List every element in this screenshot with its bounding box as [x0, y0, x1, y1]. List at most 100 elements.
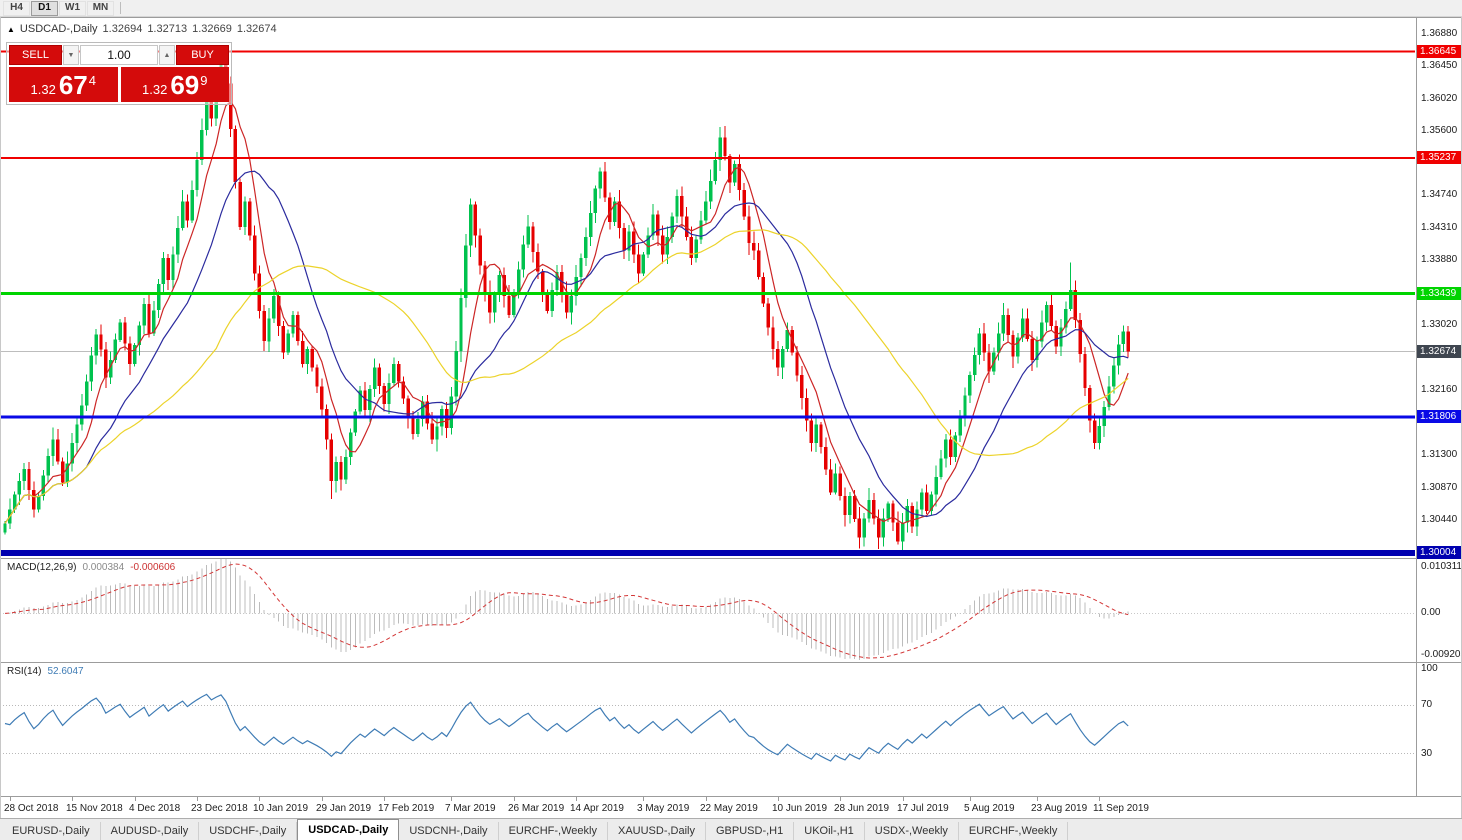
price-tick-label: 1.33880: [1421, 254, 1458, 266]
macd-signal-value: -0.000606: [130, 562, 176, 573]
date-tick: [135, 797, 136, 801]
bar-open-value: 1.32694: [102, 23, 143, 35]
price-tick-label: 1.34310: [1421, 221, 1458, 233]
date-label: 17 Feb 2019: [378, 803, 435, 814]
volume-input[interactable]: [80, 45, 158, 65]
price-axis[interactable]: 1.36880 1.36450 1.36020 1.35600 1.34740 1.343…: [1416, 18, 1462, 560]
price-level-badge: 1.31806: [1417, 410, 1462, 424]
date-tick: [259, 797, 260, 801]
date-label: 4 Dec 2018: [129, 803, 181, 814]
date-label: 7 Mar 2019: [445, 803, 496, 814]
price-tick-label: 1.36020: [1421, 92, 1458, 104]
collapse-pane-icon[interactable]: ▲: [7, 24, 15, 34]
timeframe-w1-button[interactable]: W1: [59, 0, 86, 16]
price-level-badge: 1.30004: [1417, 546, 1462, 560]
bar-close-value: 1.32674: [236, 23, 277, 35]
date-label: 28 Oct 2018: [4, 803, 59, 814]
tab-ukoil-h1[interactable]: UKOil-,H1: [794, 822, 865, 840]
sell-price-point: 4: [88, 73, 96, 88]
price-tick-label: 1.31300: [1421, 449, 1458, 461]
date-label: 26 Mar 2019: [508, 803, 565, 814]
chart-title: ▲ USDCAD-,Daily 1.32694 1.32713 1.32669 …: [7, 23, 277, 35]
price-tick-label: 1.32160: [1421, 384, 1458, 396]
rsi-pane[interactable]: RSI(14) 52.6047 100 70 30: [0, 662, 1462, 796]
sell-button[interactable]: SELL: [9, 45, 62, 65]
bar-low-value: 1.32669: [192, 23, 232, 35]
rsi-indicator-label: RSI(14) 52.6047: [7, 666, 84, 677]
date-tick: [576, 797, 577, 801]
macd-axis-max: 0.010311: [1421, 561, 1462, 572]
buy-price-pips: 69: [170, 70, 200, 100]
macd-axis-zero: 0.00: [1421, 607, 1441, 619]
macd-main-value: 0.000384: [82, 562, 125, 573]
date-label: 17 Jul 2019: [897, 803, 949, 814]
tab-eurchf-weekly[interactable]: EURCHF-,Weekly: [959, 822, 1069, 840]
price-tick-label: 1.33020: [1421, 319, 1458, 331]
date-tick: [72, 797, 73, 801]
rsi-axis-label: 100: [1421, 663, 1438, 674]
macd-plot: [0, 559, 1415, 660]
date-label: 28 Jun 2019: [834, 803, 890, 814]
tab-usdchf-daily[interactable]: USDCHF-,Daily: [199, 822, 298, 840]
tab-usdcad-daily[interactable]: USDCAD-,Daily: [297, 819, 400, 840]
date-tick: [451, 797, 452, 801]
macd-axis-min: -0.009203: [1421, 649, 1462, 660]
volume-up-button[interactable]: ▲: [159, 45, 175, 65]
date-label: 11 Sep 2019: [1093, 803, 1149, 814]
buy-price-point: 9: [200, 73, 208, 88]
buy-button[interactable]: BUY: [176, 45, 229, 65]
date-label: 22 May 2019: [700, 803, 758, 814]
sell-price-display[interactable]: 1.32 67 4: [9, 67, 118, 102]
buy-price-figure: 1.32: [142, 82, 168, 97]
date-label: 23 Aug 2019: [1031, 803, 1088, 814]
date-axis[interactable]: 28 Oct 2018 15 Nov 2018 4 Dec 2018 23 Dec 2…: [0, 796, 1462, 818]
date-tick: [384, 797, 385, 801]
tab-eurusd-daily[interactable]: EURUSD-,Daily: [2, 822, 101, 840]
tab-eurchf-weekly[interactable]: EURCHF-,Weekly: [499, 822, 608, 840]
rsi-value: 52.6047: [47, 666, 84, 677]
date-tick: [10, 797, 11, 801]
price-tick-label: 1.30870: [1421, 481, 1458, 493]
rsi-axis-label: 70: [1421, 699, 1433, 711]
price-tick-label: 1.35600: [1421, 124, 1458, 136]
tab-gbpusd-h1[interactable]: GBPUSD-,H1: [706, 822, 795, 840]
date-label: 5 Aug 2019: [964, 803, 1015, 814]
price-tick-label: 1.36880: [1421, 27, 1458, 39]
toolbar-separator: [120, 2, 121, 14]
chart-tabs-bar: EURUSD-,Daily AUDUSD-,Daily USDCHF-,Daily U…: [0, 818, 1462, 840]
chart-symbol-period: USDCAD-,Daily: [19, 23, 98, 35]
macd-pane[interactable]: MACD(12,26,9) 0.000384 -0.000606 0.01031…: [0, 558, 1462, 662]
price-level-badge: 1.36645: [1417, 44, 1462, 58]
macd-axis: 0.010311 0.00 -0.009203: [1416, 559, 1462, 662]
price-chart-pane[interactable]: ▲ USDCAD-,Daily 1.32694 1.32713 1.32669 …: [0, 17, 1462, 560]
timeframe-h4-button[interactable]: H4: [3, 0, 30, 16]
date-tick: [970, 797, 971, 801]
tab-audusd-daily[interactable]: AUDUSD-,Daily: [101, 822, 200, 840]
candlestick-chart[interactable]: [0, 18, 1415, 558]
macd-indicator-label: MACD(12,26,9) 0.000384 -0.000606: [7, 562, 175, 573]
date-label: 3 May 2019: [637, 803, 690, 814]
date-tick: [322, 797, 323, 801]
date-tick: [903, 797, 904, 801]
date-label: 29 Jan 2019: [316, 803, 372, 814]
timeframe-mn-button[interactable]: MN: [87, 0, 114, 16]
tab-xauusd-daily[interactable]: XAUUSD-,Daily: [608, 822, 706, 840]
rsi-name: RSI(14): [7, 666, 42, 677]
buy-price-display[interactable]: 1.32 69 9: [120, 67, 229, 102]
rsi-axis: 100 70 30: [1416, 663, 1462, 796]
price-level-badge: 1.35237: [1417, 150, 1462, 164]
bar-high-value: 1.32713: [147, 23, 188, 35]
date-label: 23 Dec 2018: [191, 803, 248, 814]
current-price-badge: 1.32674: [1417, 344, 1462, 358]
tab-usdcnh-daily[interactable]: USDCNH-,Daily: [399, 822, 499, 840]
macd-name: MACD(12,26,9): [7, 562, 77, 573]
volume-dropdown-button[interactable]: ▼: [63, 45, 79, 65]
date-tick: [778, 797, 779, 801]
timeframe-d1-button[interactable]: D1: [31, 0, 58, 16]
date-label: 14 Apr 2019: [570, 803, 624, 814]
tab-usdx-weekly[interactable]: USDX-,Weekly: [865, 822, 959, 840]
date-tick: [706, 797, 707, 801]
price-tick-label: 1.36450: [1421, 60, 1458, 72]
date-tick: [840, 797, 841, 801]
